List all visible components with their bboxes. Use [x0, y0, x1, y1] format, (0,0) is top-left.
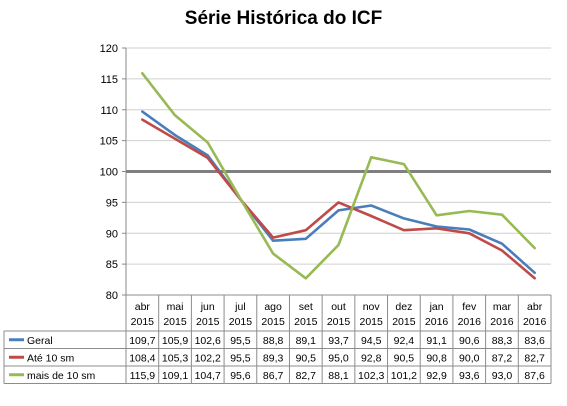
- legend-label: Geral: [27, 335, 53, 347]
- data-value-label: 88,8: [263, 335, 284, 347]
- category-year-label: 2016: [425, 316, 449, 328]
- data-value-label: 95,6: [230, 370, 251, 382]
- category-year-label: 2016: [490, 316, 514, 328]
- y-tick-label: 115: [100, 74, 118, 86]
- data-value-label: 115,9: [130, 370, 156, 382]
- data-value-label: 101,2: [391, 370, 417, 382]
- y-tick-label: 105: [100, 136, 118, 148]
- category-label: mai: [167, 301, 184, 313]
- series-line-3: [141, 72, 537, 280]
- data-value-label: 108,4: [129, 352, 155, 364]
- data-value-label: 95,5: [230, 352, 251, 364]
- data-value-label: 104,7: [195, 370, 221, 382]
- category-label: set: [299, 301, 313, 313]
- category-year-label: 2015: [261, 316, 285, 328]
- data-value-label: 94,5: [361, 335, 382, 347]
- series-line-2: [141, 118, 537, 280]
- y-tick-label: 85: [106, 259, 118, 271]
- category-year-label: 2016: [458, 316, 482, 328]
- y-tick-label: 80: [106, 290, 118, 302]
- category-label: jul: [234, 301, 246, 313]
- legend-label: Até 10 sm: [27, 352, 75, 364]
- category-year-label: 2015: [360, 316, 384, 328]
- data-value-label: 102,6: [195, 335, 221, 347]
- data-value-label: 91,1: [426, 335, 447, 347]
- category-year-label: 2015: [294, 316, 318, 328]
- data-value-label: 109,1: [162, 370, 188, 382]
- data-value-label: 102,2: [195, 352, 221, 364]
- data-value-label: 86,7: [263, 370, 284, 382]
- y-tick-label: 120: [100, 43, 118, 55]
- data-value-label: 90,5: [394, 352, 415, 364]
- data-value-label: 92,9: [426, 370, 447, 382]
- data-value-label: 92,4: [394, 335, 415, 347]
- data-value-label: 90,6: [459, 335, 480, 347]
- data-value-label: 88,1: [328, 370, 349, 382]
- data-value-label: 93,0: [492, 370, 513, 382]
- category-year-label: 2016: [523, 316, 547, 328]
- category-year-label: 2015: [229, 316, 253, 328]
- category-label: fev: [462, 301, 477, 313]
- category-label: dez: [395, 301, 412, 313]
- y-tick-label: 95: [106, 197, 118, 209]
- data-value-label: 92,8: [361, 352, 382, 364]
- data-value-label: 102,3: [358, 370, 384, 382]
- data-value-label: 105,9: [162, 335, 188, 347]
- category-label: jan: [429, 301, 444, 313]
- category-label: mar: [493, 301, 512, 313]
- category-year-label: 2015: [327, 316, 351, 328]
- category-label: nov: [363, 301, 381, 313]
- category-year-label: 2015: [163, 316, 187, 328]
- data-value-label: 90,8: [426, 352, 447, 364]
- data-value-label: 82,7: [524, 352, 545, 364]
- data-value-label: 95,5: [230, 335, 251, 347]
- data-value-label: 83,6: [524, 335, 545, 347]
- category-year-label: 2015: [196, 316, 220, 328]
- y-tick-label: 110: [100, 105, 118, 117]
- data-value-label: 95,0: [328, 352, 349, 364]
- data-value-label: 87,6: [524, 370, 545, 382]
- category-label: abr: [135, 301, 151, 313]
- data-value-label: 87,2: [492, 352, 513, 364]
- data-value-label: 89,1: [296, 335, 317, 347]
- data-value-label: 109,7: [129, 335, 155, 347]
- data-value-label: 82,7: [296, 370, 317, 382]
- series-line-1: [141, 110, 537, 275]
- data-value-label: 90,5: [296, 352, 317, 364]
- data-value-label: 89,3: [263, 352, 284, 364]
- data-value-label: 93,7: [328, 335, 349, 347]
- category-year-label: 2015: [131, 316, 155, 328]
- data-value-label: 88,3: [492, 335, 513, 347]
- y-tick-label: 100: [100, 167, 118, 179]
- y-tick-label: 90: [106, 228, 118, 240]
- category-label: abr: [527, 301, 543, 313]
- category-label: out: [331, 301, 346, 313]
- category-label: ago: [264, 301, 282, 313]
- category-year-label: 2015: [392, 316, 416, 328]
- data-value-label: 93,6: [459, 370, 480, 382]
- data-value-label: 105,3: [162, 352, 188, 364]
- data-value-label: 90,0: [459, 352, 480, 364]
- chart-title: Série Histórica do ICF: [184, 8, 383, 29]
- legend-label: mais de 10 sm: [27, 370, 96, 382]
- category-label: jun: [200, 301, 215, 313]
